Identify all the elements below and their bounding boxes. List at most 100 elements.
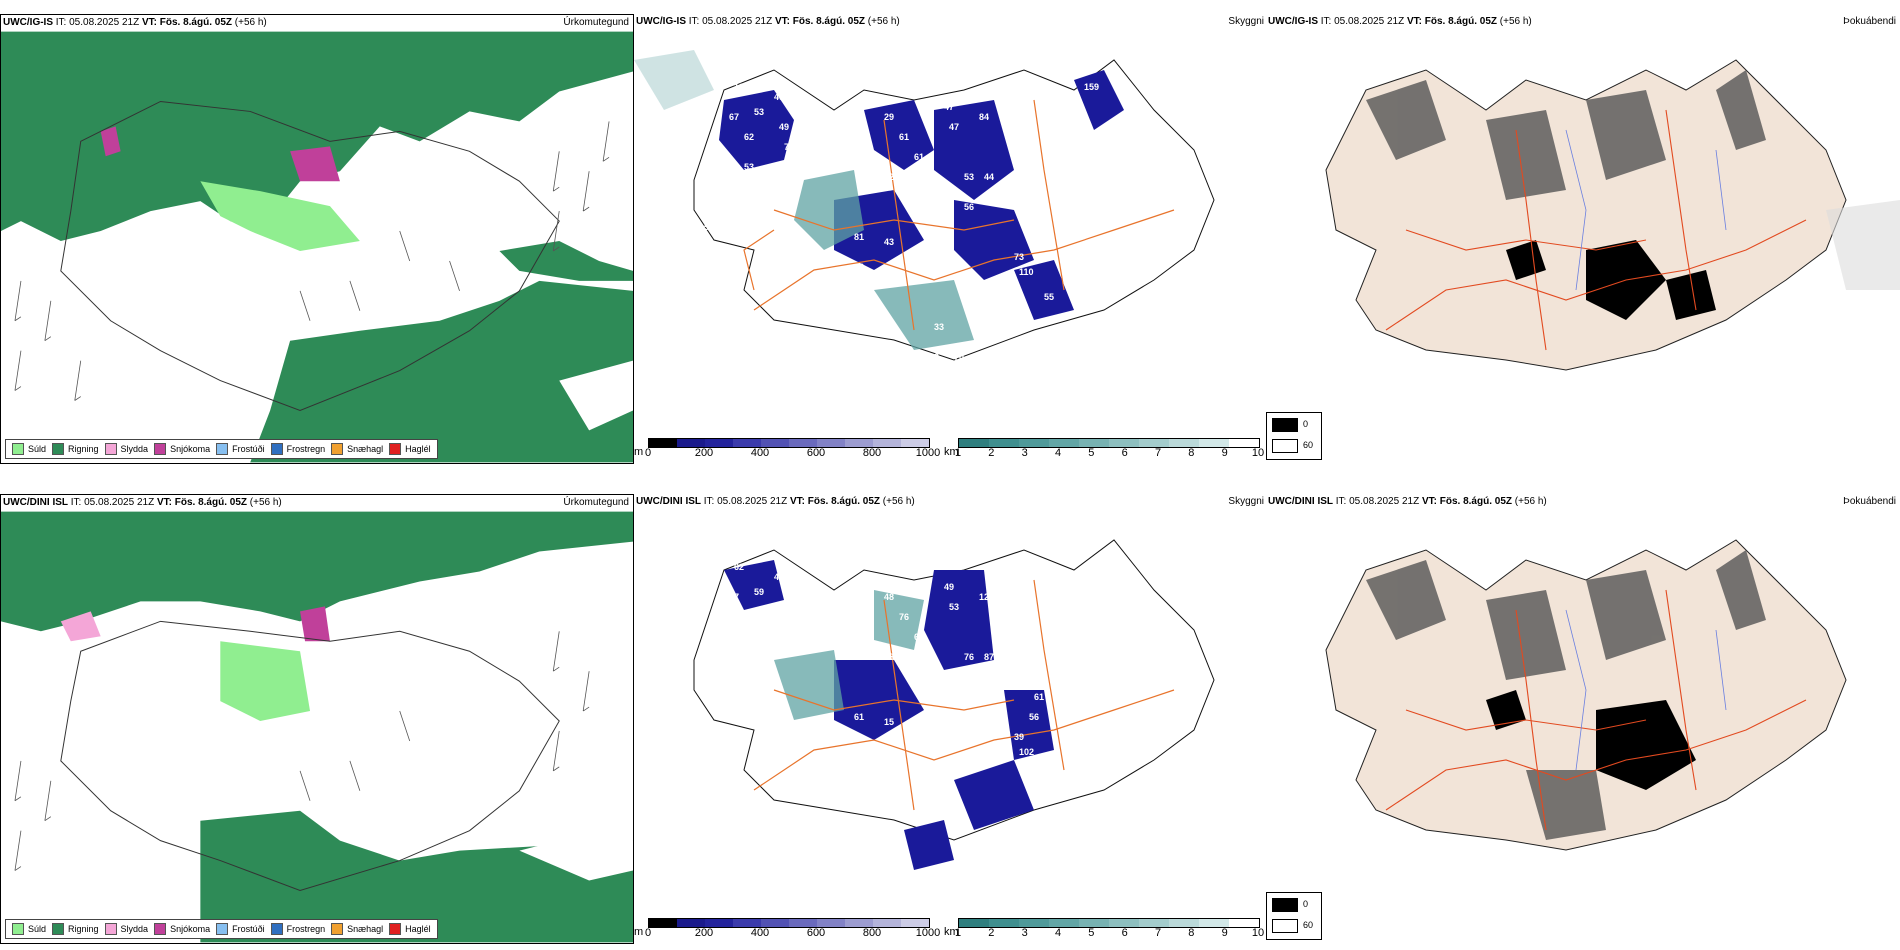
colorbar-cell — [733, 919, 761, 927]
fog-legend: 0 60 — [1266, 412, 1322, 460]
cloud-base-label: 53 — [949, 602, 959, 612]
cloud-base-label: 49 — [1089, 132, 1099, 142]
colorbar-tick: 4 — [1054, 927, 1062, 939]
legend-swatch — [52, 443, 65, 455]
cloud-base-label: 53 — [754, 107, 764, 117]
cloud-base-label: 58 — [744, 642, 754, 652]
colorbar-cell — [989, 439, 1019, 447]
legend-label: Snæhagl — [347, 444, 384, 454]
cloud-base-label: 79 — [1034, 212, 1044, 222]
colorbar-cell — [817, 919, 845, 927]
colorbar-tick: 8 — [1188, 447, 1195, 459]
colorbar-tick: 8 — [1188, 927, 1195, 939]
colorbar-tick: 1 — [954, 447, 962, 459]
cloud-base-label: 62 — [744, 132, 754, 142]
legend-swatch — [104, 443, 117, 455]
cloud-base-label: 120 — [979, 592, 994, 602]
precip-type-map-2: UWC/DINI ISL IT: 05.08.2025 21Z VT: Fös.… — [0, 494, 634, 944]
legend-swatch — [104, 923, 117, 935]
cloud-base-label: 93 — [964, 682, 974, 692]
colorbar-tick: 10 — [1251, 447, 1265, 459]
colorbar-cell — [705, 439, 733, 447]
panel-field-title: Úrkomutegund — [563, 497, 629, 508]
fog-indicator-map-1: UWC/IG-IS IT: 05.08.2025 21Z VT: Fös. 8.… — [1266, 14, 1900, 464]
cloud-base-label: 61 — [914, 152, 924, 162]
colorbar-tick: 400 — [750, 927, 770, 939]
colorbar-cell — [649, 919, 677, 927]
cloud-base-label: 47 — [944, 102, 954, 112]
cloud-base-label: 33 — [779, 602, 789, 612]
colorbar-cell — [1049, 439, 1079, 447]
cloud-base-label: 56 — [1054, 192, 1064, 202]
colorbar-tick: 3 — [1021, 927, 1028, 939]
visibility-colorbar: km 1 2 3 4 5 6 7 8 9 10 — [944, 918, 1264, 940]
cloud-base-label: 56 — [964, 202, 974, 212]
legend-label: Snjókoma — [170, 924, 211, 934]
colorbar-cell — [1229, 919, 1259, 927]
cloud-base-label: 49 — [944, 582, 954, 592]
precip-legend: Súld Rigning Slydda Snjókoma Frostúði Frostre… — [5, 439, 438, 459]
cloud-base-label: 29 — [784, 622, 794, 632]
cloud-base-label: 84 — [979, 112, 989, 122]
colorbar-cell — [789, 919, 817, 927]
colorbar-tick: 200 — [694, 447, 714, 459]
cloud-base-label: 67 — [729, 112, 739, 122]
colorbar-cell — [677, 919, 705, 927]
panel-title: UWC/DINI ISL IT: 05.08.2025 21Z VT: Fös.… — [636, 496, 915, 507]
precip-map-graphic — [1, 31, 633, 463]
legend-label: Súld — [28, 924, 47, 934]
colorbar-tick: 600 — [806, 447, 826, 459]
cloud-base-label: 45 — [704, 632, 714, 642]
cloud-base-label: 61 — [899, 132, 909, 142]
cloud-base-label: 44 — [984, 172, 994, 182]
colorbar-cell — [1109, 919, 1139, 927]
precip-type-map-1: UWC/IG-IS IT: 05.08.2025 21Z VT: Fös. 8.… — [0, 14, 634, 464]
cloud-base-label: 61 — [1034, 692, 1044, 702]
colorbar-cell — [761, 919, 789, 927]
cloud-base-label: 15 — [884, 717, 894, 727]
cloudbase-colorbar: m 0 200 400 600 800 1000 — [634, 918, 940, 940]
precip-legend: Súld Rigning Slydda Snjókoma Frostúði Frostre… — [5, 919, 438, 939]
panel-field-title: Þokuábendi — [1843, 16, 1896, 27]
fog-map-graphic — [1325, 59, 1900, 371]
colorbar-tick: 400 — [750, 447, 770, 459]
colorbar-tick: 9 — [1221, 447, 1228, 459]
cloud-base-label: 43 — [884, 237, 894, 247]
colorbar-cell — [901, 439, 929, 447]
cloudbase-visibility-map-1: UWC/IG-IS IT: 05.08.2025 21Z VT: Fös. 8.… — [634, 14, 1266, 464]
cloud-map-graphic: 62 43 77 59 20 33 29 43 45 58 48 49 53 76 120 59 62 79 68 7… — [693, 539, 1215, 870]
legend-label: Rigning — [68, 924, 99, 934]
legend-label: Haglél — [405, 444, 431, 454]
cloud-base-label: 50 — [704, 222, 714, 232]
colorbar-cell — [1169, 919, 1199, 927]
legend-swatch — [389, 923, 402, 935]
colorbar-cell — [1199, 919, 1229, 927]
colorbar-cell — [1139, 439, 1169, 447]
cloud-base-label: 33 — [934, 322, 944, 332]
cloud-base-label: 76 — [899, 612, 909, 622]
legend-item: Frostúði — [216, 443, 265, 455]
cloud-base-label: 48 — [884, 592, 894, 602]
colorbar-tick: 5 — [1088, 927, 1095, 939]
cloud-base-label: 70 — [814, 132, 824, 142]
colorbar-tick: 800 — [862, 927, 882, 939]
panel-title: UWC/DINI ISL IT: 05.08.2025 21Z VT: Fös.… — [3, 497, 282, 508]
legend-item: Rigning — [52, 923, 99, 935]
cloud-base-label: 73 — [1014, 252, 1024, 262]
cloud-base-label: 56 — [1029, 712, 1039, 722]
cloud-base-label: 29 — [884, 112, 894, 122]
colorbar-cell — [873, 439, 901, 447]
legend-swatch — [389, 443, 402, 455]
colorbar-tick: 0 — [644, 927, 652, 939]
cloud-base-label: 102 — [1019, 747, 1034, 757]
legend-swatch — [12, 923, 24, 935]
colorbar-cell — [1049, 919, 1079, 927]
colorbar-cell — [705, 919, 733, 927]
cloud-base-label: 100 — [734, 82, 749, 92]
legend-label: Snæhagl — [347, 924, 384, 934]
colorbar-cell — [845, 919, 873, 927]
colorbar-tick: 3 — [1021, 447, 1028, 459]
cloud-base-label: 55 — [1044, 292, 1054, 302]
colorbar-cell — [817, 439, 845, 447]
colorbar-tick: 7 — [1154, 927, 1162, 939]
